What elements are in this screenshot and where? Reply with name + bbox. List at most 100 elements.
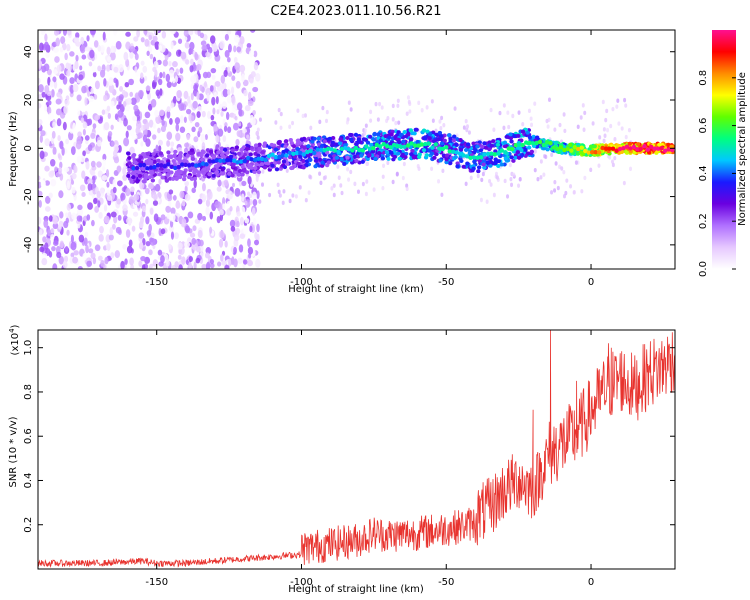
spectrogram-y-ticks: -40 -20 0 20 40 [23,45,675,253]
noise-blob [55,37,61,47]
noise-blob [223,125,228,132]
signal-core [572,145,578,150]
faint-blob [510,182,514,188]
signal-blob [205,153,210,158]
noise-blob [62,121,67,131]
noise-blob [153,213,159,223]
noise-blob [110,100,115,107]
faint-blob [492,127,496,132]
faint-blob [606,127,610,133]
signal-core [652,146,657,151]
signal-blob [482,165,487,170]
signal-blob [454,142,459,147]
signal-core [426,141,432,146]
signal-blob [273,147,279,152]
signal-blob [150,170,155,175]
signal-core [631,144,637,150]
noise-blob [166,213,170,220]
signal-blob [437,130,443,135]
signal-blob [283,144,288,149]
faint-blob [480,177,484,183]
noise-blob [178,103,184,111]
noise-blob [38,229,43,236]
noise-blob [89,49,95,59]
signal-blob [240,164,245,169]
noise-blob [200,133,206,143]
noise-blob [192,225,197,232]
noise-blob [188,255,193,262]
noise-blob [217,261,222,267]
noise-blob [157,139,163,146]
faint-blob [279,125,283,131]
noise-blob [43,41,49,51]
faint-blob [572,190,576,195]
noise-blob [99,69,106,78]
noise-blob [51,89,55,98]
signal-blob [398,132,404,137]
noise-blob [132,211,139,217]
noise-blob [176,89,182,99]
noise-blob [236,211,241,217]
noise-blob [191,126,196,133]
noise-blob [64,52,68,61]
signal-core [256,156,261,161]
faint-blob [508,162,512,168]
faint-blob [345,120,349,125]
faint-blob [347,100,351,105]
signal-blob [244,146,250,151]
noise-blob [222,135,227,143]
signal-core [374,142,379,148]
noise-blob [60,36,66,45]
signal-blob [421,128,427,133]
noise-blob [48,215,53,222]
colorbar-tick-label: 0.0 [698,261,709,277]
signal-blob [513,155,518,160]
signal-blob [484,145,489,150]
faint-blob [234,116,238,121]
signal-blob [253,166,258,171]
signal-core [468,155,473,161]
signal-blob [345,155,350,160]
noise-blob [130,186,135,193]
signal-blob [447,133,452,138]
faint-blob [340,190,344,196]
signal-blob [253,143,259,148]
snr-background [38,330,675,569]
signal-blob [165,168,171,173]
noise-blob [144,111,151,119]
noise-blob [218,230,225,239]
signal-core [603,146,609,151]
noise-blob [235,80,241,89]
faint-blob [304,198,308,203]
noise-blob [198,126,203,134]
signal-core [461,153,466,158]
noise-blob [87,182,93,192]
signal-blob [386,156,391,161]
noise-blob [112,186,117,194]
signal-blob [373,156,378,161]
signal-core [628,146,633,151]
noise-blob [90,160,96,168]
signal-core [325,146,331,152]
signal-core [395,144,400,149]
y-tick-label: -20 [23,188,34,204]
colorbar-tick-label: 0.6 [698,118,709,134]
noise-blob [249,78,254,84]
faint-blob [420,108,424,113]
noise-blob [66,229,70,236]
noise-blob [191,187,196,194]
noise-blob [160,237,167,247]
signal-blob [465,161,470,166]
signal-blob [289,166,294,171]
signal-blob [348,137,354,142]
signal-blob [319,144,325,149]
noise-blob [40,130,46,137]
noise-blob [80,117,85,124]
signal-core [617,146,623,152]
y-tick-label: 20 [23,94,34,107]
noise-blob [50,227,55,234]
signal-core [221,158,227,163]
noise-blob [108,77,114,86]
noise-blob [72,83,79,93]
noise-blob [190,92,194,101]
